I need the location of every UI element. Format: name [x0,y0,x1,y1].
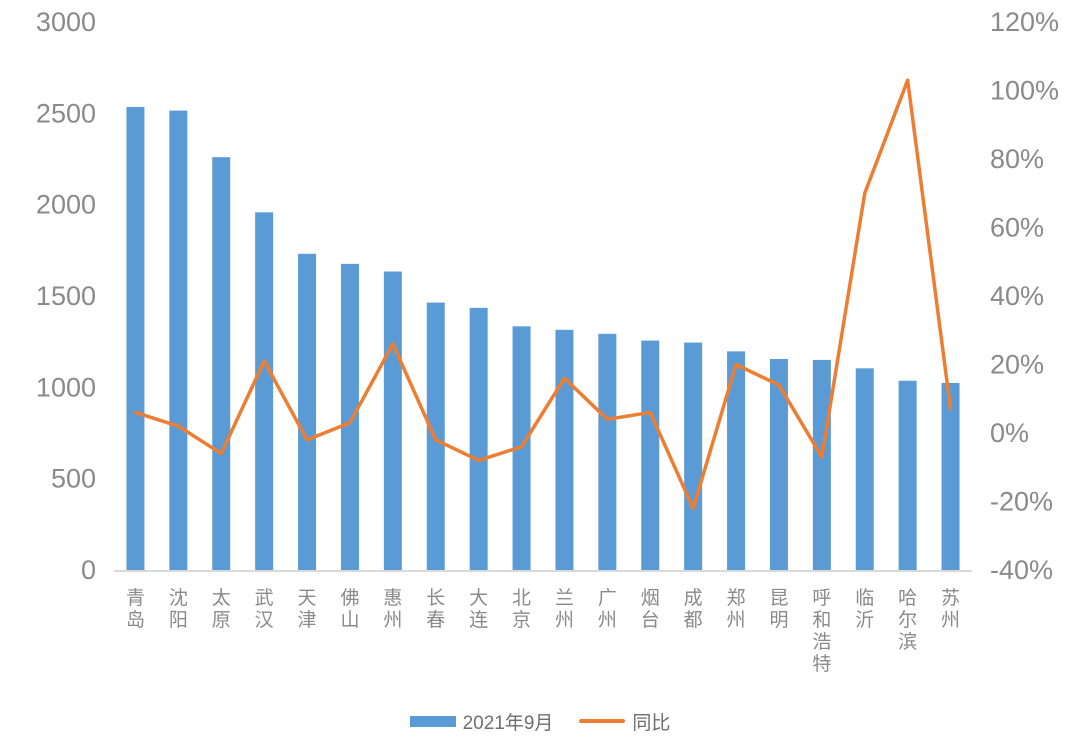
x-axis-label-10: 兰州 [555,587,574,631]
bar-8 [469,307,488,570]
right-axis-tick-label: 40% [990,281,1044,311]
x-axis-label-18: 哈尔滨 [898,587,917,653]
left-axis-tick-label: 0 [81,555,96,585]
legend-item-line-series: 同比 [579,708,670,735]
legend-label-bar-series: 2021年9月 [462,712,554,734]
x-axis-label-1: 沈阳 [169,587,188,631]
x-axis-label-5: 佛山 [340,587,359,631]
bar-series-swatch [409,715,456,727]
bar-14 [727,351,746,570]
bar-2 [212,157,231,570]
x-axis-label-19: 苏州 [941,587,960,631]
x-axis-label-13: 成都 [684,587,703,631]
left-axis-tick-label: 500 [51,464,96,494]
right-axis-tick-label: 80% [990,144,1044,174]
bar-19 [941,382,960,570]
bar-5 [340,263,359,570]
left-axis-tick-label: 1000 [36,372,96,402]
right-axis-tick-label: 100% [990,76,1059,106]
right-axis-tick-label: 20% [990,350,1044,380]
right-axis-tick-label: -40% [990,555,1053,585]
x-axis-label-14: 郑州 [727,587,746,631]
bar-10 [555,329,574,570]
line-series [133,78,953,511]
legend-label-line-series: 同比 [632,712,671,734]
left-axis-tick-label: 2000 [36,190,96,220]
x-axis-label-2: 太原 [212,587,231,631]
right-axis-tick-label: 120% [990,7,1059,37]
line-series-swatch [579,719,626,723]
right-axis-tick-label: 60% [990,213,1044,243]
bar-17 [855,368,874,570]
x-axis-label-4: 天津 [298,588,317,631]
bar-16 [812,359,831,570]
x-axis-label-12: 烟台 [641,587,660,631]
bar-0 [126,106,145,570]
x-axis-label-0: 青岛 [126,587,145,631]
bar-6 [383,271,402,570]
x-axis-label-17: 临沂 [855,587,874,631]
bar-11 [598,333,617,570]
x-axis-label-3: 武汉 [255,587,274,631]
x-axis-label-15: 昆明 [769,588,788,631]
left-axis-tick-label: 3000 [36,7,96,37]
bar-13 [684,342,703,570]
right-axis-tick-label: 0% [990,418,1029,448]
x-axis-label-16: 呼和浩特 [812,587,831,675]
bar-1 [169,110,188,571]
left-axis-tick-label: 1500 [36,281,96,311]
x-axis-label-9: 北京 [512,587,531,631]
legend-item-bar-series: 2021年9月 [409,708,554,735]
bar-12 [641,340,660,570]
right-axis-tick-label: -20% [990,487,1053,517]
bar-15 [769,359,788,570]
bar-3 [255,212,274,570]
x-axis-label-8: 大连 [469,587,488,631]
x-axis-label-7: 长春 [426,587,445,631]
bar-18 [898,380,917,570]
chart-legend: 2021年9月 同比 [0,706,1080,736]
left-axis-tick-label: 2500 [36,98,96,128]
bar-4 [298,253,317,570]
x-axis-label-11: 广州 [598,587,617,631]
x-axis-label-6: 惠州 [383,587,402,631]
